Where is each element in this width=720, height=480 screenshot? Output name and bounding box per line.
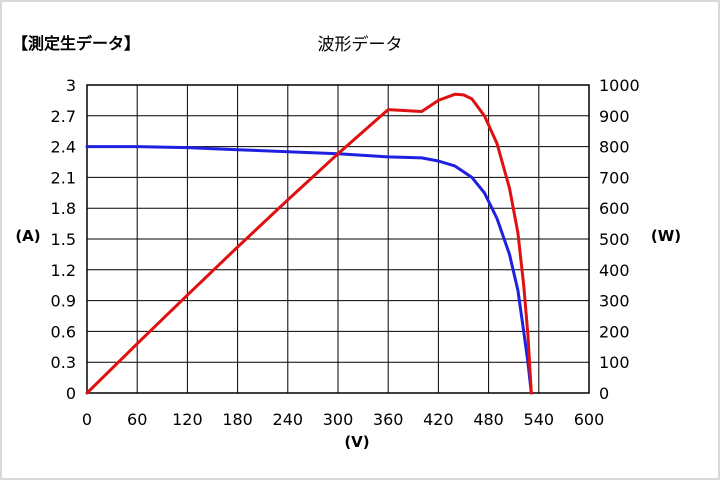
y-left-tick-label: 1.5 — [51, 230, 76, 249]
plot-border — [86, 84, 590, 394]
y-left-tick-label: 2.4 — [51, 138, 76, 157]
y-left-tick-label: 0 — [66, 384, 76, 403]
x-tick-label: 60 — [127, 410, 147, 429]
y-right-tick-label: 400 — [599, 261, 630, 280]
x-tick-label: 300 — [323, 410, 354, 429]
y-right-tick-label: 900 — [599, 107, 630, 126]
y-right-tick-label: 600 — [599, 199, 630, 218]
y-left-axis-label: (A) — [15, 227, 40, 245]
y-left-tick-label: 1.2 — [51, 261, 76, 280]
y-left-tick-label: 0.3 — [51, 353, 76, 372]
x-tick-labels: 0 60 120 180 240 300 360 420 480 540 600 — [82, 410, 604, 429]
y-right-tick-label: 700 — [599, 168, 630, 187]
series-lines — [85, 92, 533, 395]
y-right-tick-label: 0 — [599, 384, 609, 403]
current-curve-line — [85, 145, 533, 395]
y-left-tick-label: 3 — [66, 76, 76, 95]
y-left-tick-labels: 0 0.3 0.6 0.9 1.2 1.5 1.8 2.1 2.4 2.7 3 — [51, 76, 76, 403]
x-axis-label: (V) — [344, 433, 369, 451]
x-tick-label: 420 — [423, 410, 454, 429]
y-left-tick-label: 2.1 — [51, 168, 76, 187]
y-right-tick-label: 500 — [599, 230, 630, 249]
y-right-tick-label: 100 — [599, 353, 630, 372]
x-tick-label: 180 — [222, 410, 253, 429]
x-tick-label: 540 — [524, 410, 555, 429]
y-right-tick-label: 300 — [599, 292, 630, 311]
x-tick-label: 120 — [172, 410, 203, 429]
y-right-tick-labels: 0 100 200 300 400 500 600 700 800 900 1000 — [599, 76, 640, 403]
chart-title: 波形データ — [317, 35, 403, 55]
x-tick-label: 0 — [82, 410, 92, 429]
x-tick-label: 360 — [373, 410, 404, 429]
x-tick-label: 600 — [574, 410, 605, 429]
y-left-tick-label: 0.9 — [51, 292, 76, 311]
grid-lines — [86, 84, 590, 394]
y-right-axis-label: (W) — [651, 227, 681, 245]
x-tick-label: 240 — [273, 410, 304, 429]
power-curve-line — [85, 92, 533, 395]
y-right-tick-label: 200 — [599, 322, 630, 341]
header-label: 【測定生データ】 — [12, 34, 141, 53]
x-tick-label: 480 — [473, 410, 504, 429]
y-left-tick-label: 2.7 — [51, 107, 76, 126]
y-left-tick-label: 1.8 — [51, 199, 76, 218]
y-left-tick-label: 0.6 — [51, 322, 76, 341]
y-right-tick-label: 1000 — [599, 76, 640, 95]
y-right-tick-label: 800 — [599, 138, 630, 157]
